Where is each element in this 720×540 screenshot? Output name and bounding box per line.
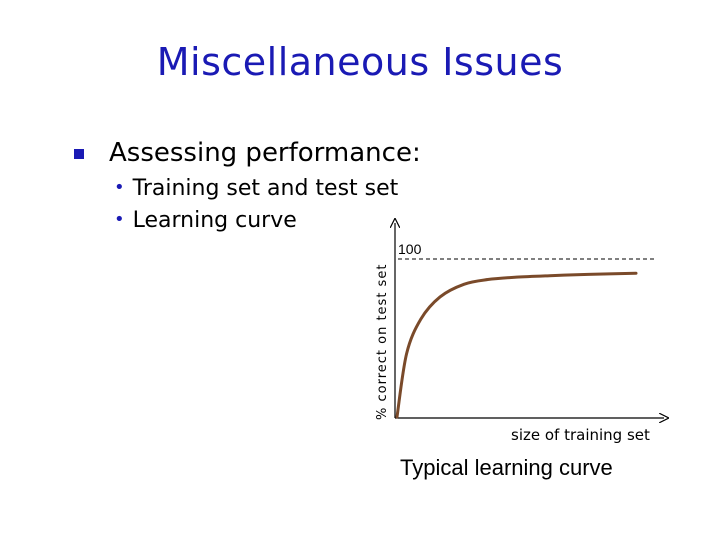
sub-bullet-text: Learning curve [132,208,297,233]
slide-title: Miscellaneous Issues [156,40,564,84]
square-bullet-icon [74,149,84,159]
dot-bullet-icon: • [114,209,125,230]
sub-bullet-text: Training set and test set [132,176,399,201]
bullet-assessing-performance: Assessing performance: [74,138,421,168]
y-max-label: 100 [398,241,422,257]
x-axis-label: size of training set [511,426,650,444]
chart-caption: Typical learning curve [400,455,613,480]
sub-bullet-learning-curve: • Learning curve [114,208,297,233]
sub-bullet-training-test: • Training set and test set [114,176,398,201]
dot-bullet-icon: • [114,177,125,198]
y-axis-label: % correct on test set [375,264,390,420]
learning-curve-line [395,271,638,419]
bullet-text: Assessing performance: [109,138,421,168]
